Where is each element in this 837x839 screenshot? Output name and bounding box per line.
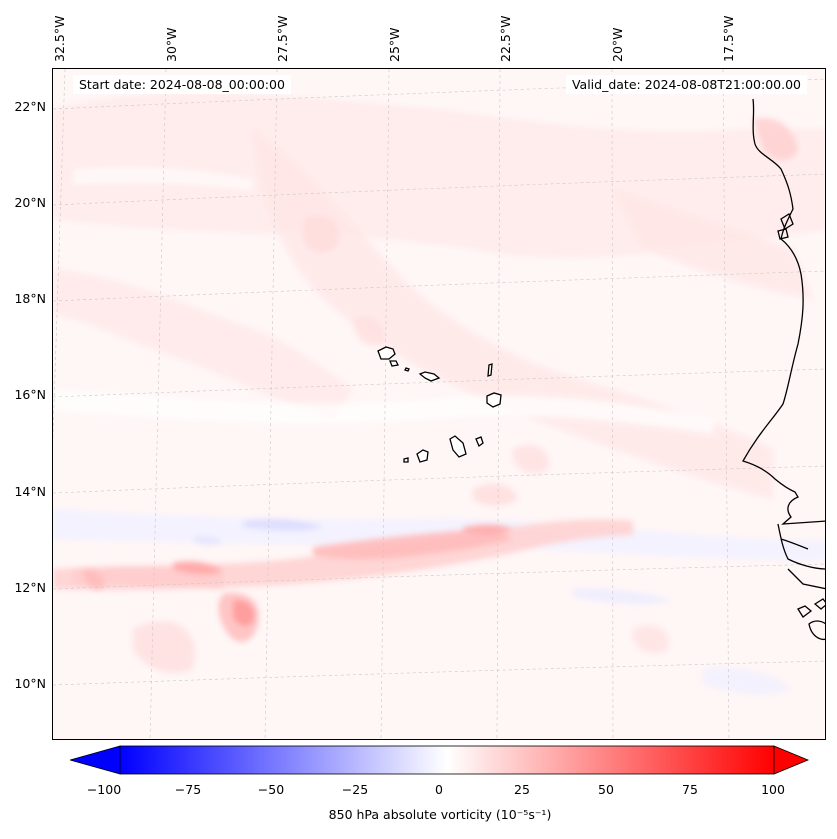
lon-label-20w: 20°W	[610, 27, 625, 62]
lon-label-17-5w: 17.5°W	[721, 15, 736, 62]
graticule	[53, 69, 825, 739]
lat-label-22n: 22°N	[14, 99, 46, 114]
colorbar	[70, 745, 810, 775]
start-date-label: Start date: 2024-08-08_00:00:00	[73, 75, 291, 94]
valid-date-label: Valid_date: 2024-08-08T21:00:00.00	[565, 75, 807, 94]
cape-verde-islands	[377, 346, 502, 463]
lon-label-25w: 25°W	[387, 27, 402, 62]
colorbar-label: 850 hPa absolute vorticity (10⁻⁵s⁻¹)	[328, 807, 552, 822]
lat-label-20n: 20°N	[14, 195, 46, 210]
lat-label-10n: 10°N	[14, 676, 46, 691]
colorbar-tick: 50	[598, 782, 614, 797]
colorbar-min-extend	[70, 745, 121, 775]
colorbar-tick: 75	[682, 782, 698, 797]
map-panel	[52, 68, 826, 740]
lon-label-30w: 30°W	[164, 27, 179, 62]
lat-label-18n: 18°N	[14, 291, 46, 306]
colorbar-tick: −25	[341, 782, 369, 797]
colorbar-max-extend	[773, 745, 810, 775]
lon-label-22-5w: 22.5°W	[498, 15, 513, 62]
colorbar-gradient	[119, 745, 775, 775]
colorbar-tick: 25	[514, 782, 530, 797]
colorbar-tick: 100	[761, 782, 785, 797]
lat-label-12n: 12°N	[14, 580, 46, 595]
lon-label-32-5w: 32.5°W	[52, 15, 67, 62]
lon-label-27-5w: 27.5°W	[275, 15, 290, 62]
colorbar-tick: 0	[435, 782, 443, 797]
lat-label-16n: 16°N	[14, 387, 46, 402]
colorbar-tick: −75	[174, 782, 202, 797]
lat-label-14n: 14°N	[14, 484, 46, 499]
african-coastline	[742, 98, 825, 641]
colorbar-tick: −50	[257, 782, 285, 797]
colorbar-tick: −100	[86, 782, 122, 797]
vorticity-field	[53, 69, 825, 739]
